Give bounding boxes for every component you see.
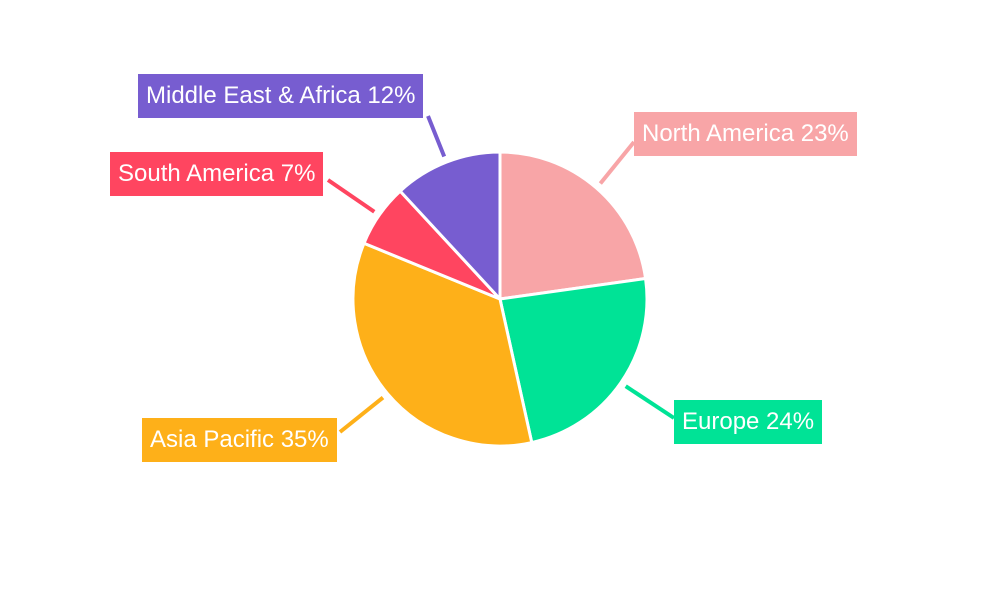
- leader-line-middle-east-africa: [426, 115, 447, 158]
- slice-middle-east-africa[interactable]: [398, 150, 502, 303]
- slice-europe[interactable]: [498, 276, 649, 445]
- label-south-america: South America 7%: [110, 152, 324, 196]
- leader-line-asia-pacific: [338, 395, 385, 434]
- leader-line-europe: [624, 384, 676, 420]
- leader-line-south-america: [326, 178, 376, 214]
- label-europe: Europe 24%: [674, 400, 823, 444]
- slice-north-america[interactable]: [498, 150, 648, 301]
- label-asia-pacific: Asia Pacific 35%: [142, 418, 337, 462]
- leader-line-north-america: [598, 140, 636, 185]
- label-north-america: North America 23%: [634, 112, 857, 156]
- label-middle-east-africa: Middle East & Africa 12%: [138, 74, 424, 118]
